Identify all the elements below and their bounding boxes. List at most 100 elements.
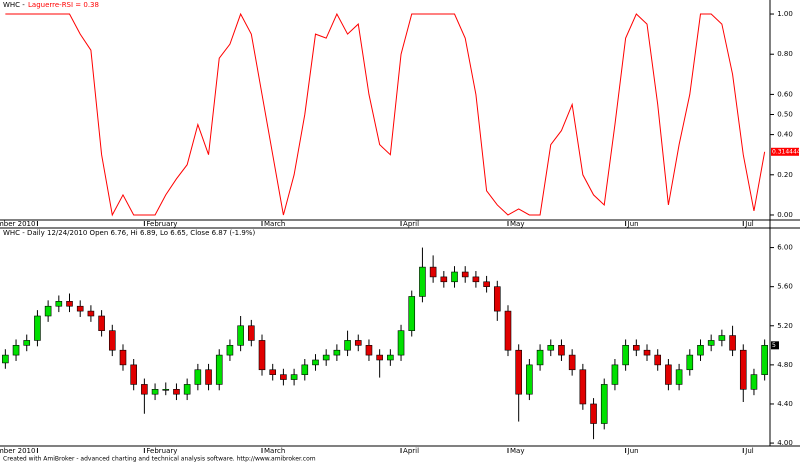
- candle-body: [579, 369, 587, 405]
- candle-body: [729, 335, 736, 351]
- x-tick-label: February: [146, 447, 177, 455]
- x-tick-label: Jul: [744, 447, 754, 455]
- candle-body: [2, 354, 9, 364]
- candle-body: [98, 315, 105, 331]
- candle-body: [333, 349, 341, 356]
- y-tick-label: 0.20: [777, 171, 793, 179]
- candle-body: [376, 354, 383, 361]
- footer: Created with AmiBroker - advanced charti…: [3, 456, 316, 463]
- candle-body: [258, 340, 266, 371]
- x-tick-label: May: [510, 447, 524, 455]
- y-tick-label: 5.20: [777, 322, 793, 330]
- candle-body: [515, 349, 522, 395]
- candle-body: [290, 374, 298, 380]
- candle-body: [226, 345, 234, 356]
- candle-body: [675, 369, 683, 385]
- y-tick-label: 5.60: [777, 283, 793, 291]
- candle-body: [483, 281, 490, 287]
- y-tick-label: 0.00: [777, 211, 793, 219]
- candle-body: [23, 340, 31, 346]
- candle-body: [633, 345, 640, 351]
- candle-body: [761, 345, 768, 375]
- candle-body: [526, 364, 533, 395]
- candle-body: [739, 349, 747, 390]
- y-tick-label: 1.00: [777, 10, 793, 18]
- candle-body: [536, 349, 544, 366]
- candle-body: [151, 389, 159, 395]
- y-tick-label: 0.40: [777, 131, 793, 139]
- candle-body: [590, 403, 597, 424]
- candle-body: [472, 276, 480, 283]
- candle-body: [387, 354, 394, 361]
- candle-body: [504, 310, 512, 351]
- candle-body: [162, 389, 170, 391]
- x-tick-label: March: [264, 220, 285, 228]
- candle-body: [119, 349, 127, 366]
- x-tick-label: Jun: [627, 220, 639, 228]
- x-tick-label: May: [510, 220, 524, 228]
- candle-body: [397, 330, 405, 356]
- last-value-box: [771, 147, 799, 156]
- last-value-label: 0.314444: [772, 148, 800, 155]
- candle-body: [55, 301, 63, 307]
- x-tick-label: December 2010: [0, 220, 35, 228]
- candle-body: [568, 354, 576, 371]
- chart-title: WHC - Daily 12/24/2010 Open 6.76, Hi 6.8…: [3, 229, 255, 237]
- x-tick-label: April: [403, 447, 419, 455]
- last-value-box: [771, 341, 779, 350]
- candle-body: [429, 266, 437, 278]
- candle-body: [750, 374, 758, 390]
- candle-body: [440, 276, 448, 283]
- candle-body: [130, 364, 137, 385]
- y-tick-label: 4.00: [777, 439, 793, 447]
- y-tick-label: 0.60: [777, 90, 793, 98]
- x-tick-label: April: [403, 220, 419, 228]
- candle-body: [312, 359, 319, 366]
- candle-body: [547, 345, 555, 351]
- candle-body: [611, 364, 619, 385]
- candle-body: [558, 345, 565, 356]
- x-tick-label: March: [264, 447, 285, 455]
- candle-body: [108, 330, 116, 351]
- x-tick-label: Jul: [744, 220, 754, 228]
- candle-body: [643, 349, 651, 356]
- candle-body: [12, 345, 20, 356]
- candle-body: [87, 310, 95, 317]
- chart-title: Laguerre-RSI = 0.38: [28, 1, 99, 9]
- candle-body: [354, 340, 362, 346]
- candle-body: [280, 374, 287, 380]
- y-tick-label: 0.50: [777, 111, 793, 119]
- rsi-line: [5, 12, 766, 217]
- y-tick-label: 6.00: [777, 244, 793, 252]
- candle-body: [34, 315, 41, 341]
- candle-body: [461, 271, 469, 278]
- candle-body: [322, 354, 330, 361]
- x-tick-label: Jun: [627, 447, 639, 455]
- y-tick-label: 0.80: [777, 50, 793, 58]
- candle-body: [622, 345, 629, 366]
- candle-body: [654, 354, 662, 366]
- candle-body: [141, 384, 148, 395]
- candle-body: [707, 340, 715, 346]
- x-tick-label: December 2010: [0, 447, 35, 455]
- candle-body: [237, 325, 244, 346]
- candle-body: [66, 301, 73, 307]
- candle-body: [493, 286, 501, 312]
- candle-body: [665, 364, 672, 385]
- candle-body: [600, 384, 608, 424]
- candle-body: [205, 369, 212, 385]
- candle-body: [718, 335, 726, 341]
- candle-body: [173, 389, 180, 395]
- candle-body: [686, 354, 694, 371]
- candle-body: [76, 305, 84, 312]
- y-tick-label: 4.40: [777, 400, 793, 408]
- candle-body: [269, 369, 277, 375]
- candle-body: [697, 345, 704, 356]
- candle-body: [194, 369, 202, 385]
- ticker: WHC -: [3, 1, 25, 9]
- candle-body: [301, 364, 309, 375]
- candle-body: [451, 271, 458, 283]
- y-tick-label: 4.80: [777, 361, 793, 369]
- candle-body: [408, 296, 416, 331]
